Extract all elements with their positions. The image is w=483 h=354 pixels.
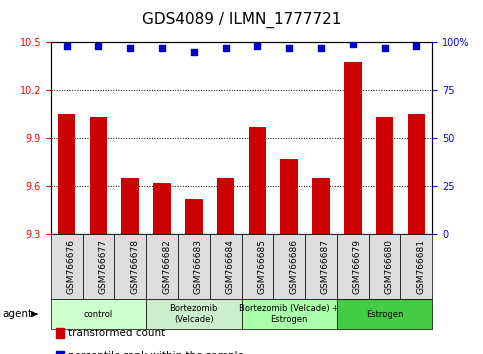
Text: Bortezomib
(Velcade): Bortezomib (Velcade) bbox=[170, 304, 218, 324]
Point bbox=[349, 41, 356, 47]
Text: GSM766684: GSM766684 bbox=[226, 239, 235, 294]
Text: GDS4089 / ILMN_1777721: GDS4089 / ILMN_1777721 bbox=[142, 11, 341, 28]
Text: GSM766679: GSM766679 bbox=[353, 239, 362, 294]
Point bbox=[222, 45, 229, 51]
Bar bbox=[344, 62, 362, 234]
Bar bbox=[58, 114, 75, 234]
Bar bbox=[121, 178, 139, 234]
Bar bbox=[90, 117, 107, 234]
Text: Estrogen: Estrogen bbox=[366, 310, 403, 319]
Text: transformed count: transformed count bbox=[68, 328, 165, 338]
Bar bbox=[312, 178, 330, 234]
Point bbox=[190, 49, 198, 55]
Text: agent: agent bbox=[2, 309, 32, 319]
Text: GSM766682: GSM766682 bbox=[162, 239, 171, 294]
Point bbox=[381, 45, 388, 51]
Bar bbox=[249, 127, 266, 234]
Text: control: control bbox=[84, 310, 113, 319]
Text: Bortezomib (Velcade) +
Estrogen: Bortezomib (Velcade) + Estrogen bbox=[239, 304, 339, 324]
Point bbox=[285, 45, 293, 51]
Text: percentile rank within the sample: percentile rank within the sample bbox=[68, 351, 244, 354]
Bar bbox=[185, 199, 202, 234]
Bar bbox=[153, 183, 171, 234]
Text: GSM766687: GSM766687 bbox=[321, 239, 330, 294]
Text: GSM766678: GSM766678 bbox=[130, 239, 139, 294]
Point bbox=[317, 45, 325, 51]
Bar bbox=[217, 178, 234, 234]
Text: GSM766680: GSM766680 bbox=[384, 239, 394, 294]
Text: GSM766686: GSM766686 bbox=[289, 239, 298, 294]
Text: GSM766677: GSM766677 bbox=[99, 239, 107, 294]
Bar bbox=[376, 117, 393, 234]
Point bbox=[127, 45, 134, 51]
Text: GSM766681: GSM766681 bbox=[416, 239, 426, 294]
Point bbox=[158, 45, 166, 51]
Text: GSM766683: GSM766683 bbox=[194, 239, 203, 294]
Text: GSM766685: GSM766685 bbox=[257, 239, 267, 294]
Point bbox=[95, 44, 102, 49]
Point bbox=[412, 44, 420, 49]
Point bbox=[254, 44, 261, 49]
Text: GSM766676: GSM766676 bbox=[67, 239, 76, 294]
Bar bbox=[281, 159, 298, 234]
Point bbox=[63, 44, 71, 49]
Bar bbox=[408, 114, 425, 234]
